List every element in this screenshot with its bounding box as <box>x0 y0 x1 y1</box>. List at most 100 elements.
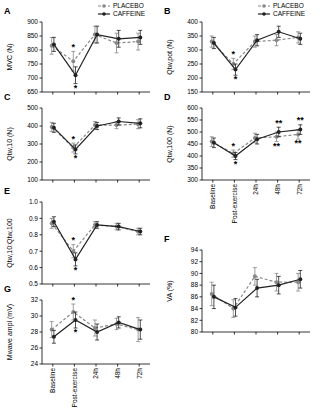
error-bar <box>52 123 56 132</box>
y-tick-label: 400 <box>187 152 198 159</box>
y-tick-label: 94 <box>191 246 199 253</box>
panel: CQtw,10 (N)100200300400500** <box>4 92 150 183</box>
y-tick <box>200 36 203 37</box>
y-axis-label: Qtw,pot (N) <box>166 39 174 74</box>
x-tick <box>299 180 300 183</box>
y-axis <box>202 22 203 92</box>
point <box>115 41 119 45</box>
y-tick-label: 400 <box>27 122 38 129</box>
y-axis-label: Qtw,100 (N) <box>166 125 174 162</box>
y-tick <box>200 261 203 262</box>
y-tick-label: 300 <box>187 46 198 53</box>
x-tick <box>256 332 257 335</box>
y-axis-label: Qtw,10 (N) <box>6 127 14 160</box>
plot-area <box>50 304 143 343</box>
y-tick <box>200 64 203 65</box>
error-bar <box>298 125 302 135</box>
y-tick-label: 150 <box>187 88 198 95</box>
y-tick <box>40 64 43 65</box>
x-tick-label: Baseline <box>209 184 216 209</box>
annotation: ** <box>275 118 283 128</box>
point <box>138 35 142 39</box>
error-bar <box>275 35 279 46</box>
point <box>52 126 56 130</box>
x-tick <box>117 92 118 95</box>
panel-label: E <box>4 186 10 196</box>
x-tick-label: 72h <box>136 368 143 379</box>
point <box>117 225 121 229</box>
error-bar <box>212 37 216 48</box>
y-tick <box>40 162 43 163</box>
error-bar <box>117 30 121 47</box>
y-tick <box>40 202 43 203</box>
panel-label: C <box>4 92 11 102</box>
y-tick-label: 84 <box>191 305 199 312</box>
y-tick-label: 32 <box>31 296 39 303</box>
y-tick <box>40 126 43 127</box>
x-tick <box>74 284 75 287</box>
y-tick-label: 0.6 <box>29 264 38 271</box>
x-tick <box>52 364 53 367</box>
y-tick-label: 600 <box>187 104 198 111</box>
error-bar <box>234 299 238 317</box>
error-bar <box>277 127 281 137</box>
y-axis-label: VA (%) <box>166 280 174 301</box>
y-tick <box>200 120 203 121</box>
y-tick <box>40 316 43 317</box>
y-tick-label: 300 <box>187 176 198 183</box>
error-bar <box>255 134 259 144</box>
x-tick <box>96 92 97 95</box>
x-tick <box>277 180 278 183</box>
point <box>138 230 142 234</box>
y-tick <box>40 300 43 301</box>
panel-label: F <box>164 234 170 244</box>
legend-item: CAFFEINE <box>258 10 306 17</box>
y-tick <box>200 320 203 321</box>
y-axis-label: Mwave ampl (mV) <box>6 304 14 360</box>
x-tick <box>212 180 213 183</box>
panel-label: D <box>164 92 171 102</box>
series-line <box>214 130 300 156</box>
point <box>95 223 99 227</box>
y-tick-label: 550 <box>187 116 198 123</box>
y-tick-label: 450 <box>187 140 198 147</box>
point <box>74 318 78 322</box>
y-tick-label: 92 <box>191 258 199 265</box>
error-bar <box>138 228 142 235</box>
y-tick-label: 86 <box>191 293 199 300</box>
panel: DQtw,100 (N)300350400450500550600Baselin… <box>164 92 310 223</box>
annotation: * <box>72 235 76 245</box>
point <box>50 328 54 332</box>
y-tick-label: 100 <box>27 176 38 183</box>
error-bar <box>277 26 281 37</box>
y-tick-label: 0.5 <box>29 280 38 287</box>
y-tick-label: 88 <box>191 281 199 288</box>
legend-item: PLACEBO <box>98 2 144 9</box>
x-tick <box>96 284 97 287</box>
y-tick <box>200 273 203 274</box>
x-tick <box>139 284 140 287</box>
y-axis <box>42 22 43 92</box>
y-tick <box>40 36 43 37</box>
x-tick-label: 24h <box>252 184 259 195</box>
legend-label: CAFFEINE <box>113 10 146 17</box>
error-bar <box>117 317 121 328</box>
y-tick <box>200 22 203 23</box>
x-tick <box>299 332 300 335</box>
y-tick <box>200 308 203 309</box>
series-line <box>214 32 300 70</box>
y-axis-label: Qtw,10:Qtw,100 <box>6 218 14 268</box>
error-bar <box>298 271 302 289</box>
x-tick <box>74 364 75 367</box>
series-line <box>54 222 140 260</box>
annotation: * <box>74 83 78 93</box>
y-tick <box>200 156 203 157</box>
legend-marker <box>102 12 106 16</box>
point <box>298 128 302 132</box>
point <box>212 141 216 145</box>
annotation: * <box>74 153 78 163</box>
x-tick <box>117 284 118 287</box>
x-tick <box>117 364 118 367</box>
y-tick-label: 800 <box>27 46 38 53</box>
y-tick-label: 24 <box>31 360 39 367</box>
